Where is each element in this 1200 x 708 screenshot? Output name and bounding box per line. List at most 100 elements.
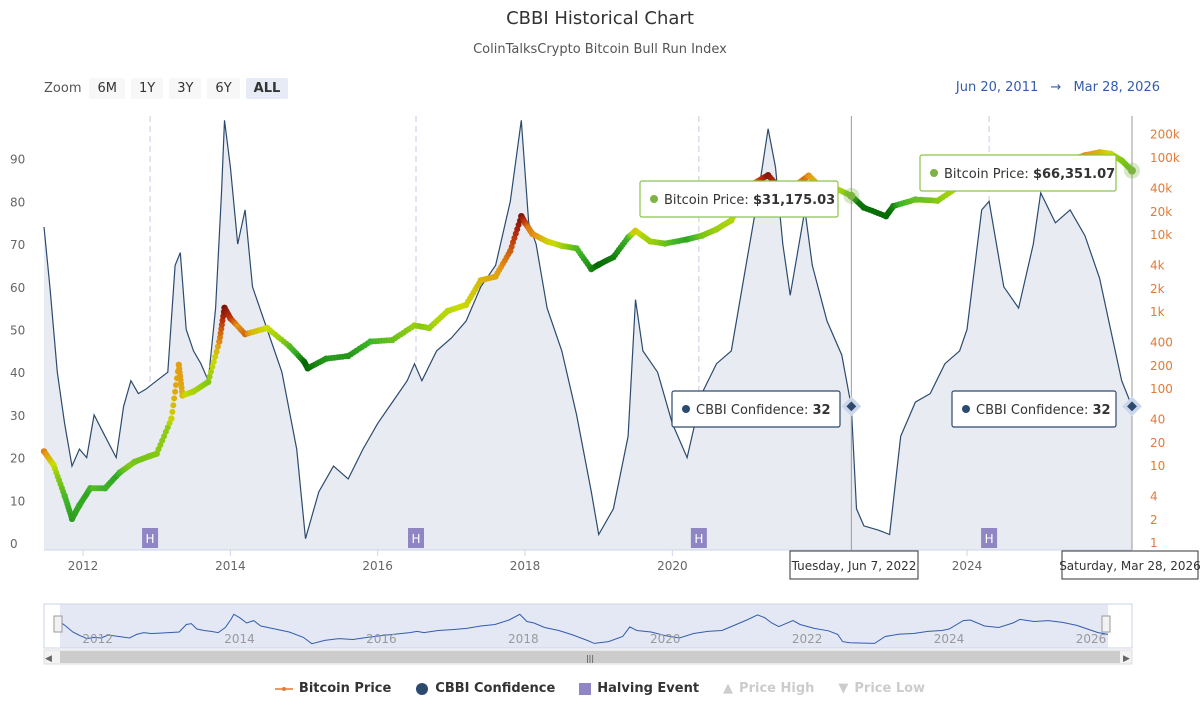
halving-marker-box — [142, 528, 159, 548]
y-axis-left: 0 10 20 30 40 50 60 70 80 90 — [10, 153, 25, 551]
chart-title: CBBI Historical Chart — [506, 8, 694, 29]
price-point — [173, 382, 179, 388]
tooltip-value: 32 — [813, 403, 831, 418]
y-left-tick-label: 20 — [10, 452, 25, 466]
x-tick-label: 2016 — [362, 559, 393, 573]
tooltip-label: CBBI Confidence: — [976, 403, 1093, 418]
tooltip-text: Bitcoin Price: $66,351.07 — [944, 167, 1115, 182]
navigator-window[interactable] — [60, 604, 1108, 648]
y-right-tick-label: 4k — [1150, 259, 1165, 273]
y-left-tick-label: 10 — [10, 494, 25, 508]
zoom-label: Zoom — [44, 81, 82, 96]
zoom-selector: Zoom 6M 1Y 3Y 6Y ALL — [44, 78, 294, 99]
y-left-tick-label: 60 — [10, 281, 25, 295]
triangle-up-icon: ▲ — [723, 681, 734, 696]
hover-marker — [846, 401, 857, 412]
tooltip: CBBI Confidence: 32 — [951, 390, 1117, 428]
navigator-right-handle[interactable] — [1101, 615, 1111, 633]
main-chart[interactable]: 0 10 20 30 40 50 60 70 80 90 1 2 4 10 20 40 100 200 400 1k… — [0, 0, 1200, 675]
navigator-label: 2018 — [508, 632, 539, 646]
range-from[interactable]: Jun 20, 2011 — [955, 80, 1039, 95]
legend-price-high[interactable]: ▲ Price High — [723, 681, 814, 696]
crosshair-date-box — [1061, 550, 1199, 580]
zoom-1y-button[interactable]: 1Y — [130, 78, 164, 99]
tooltip-dot — [682, 405, 690, 413]
x-tick-label: 2020 — [657, 559, 688, 573]
chart-subtitle: ColinTalksCrypto Bitcoin Bull Run Index — [473, 42, 727, 57]
hover-marker — [1128, 166, 1136, 175]
tooltip: Bitcoin Price: $31,175.03 — [639, 180, 839, 218]
legend: Bitcoin Price CBBI Confidence Halving Ev… — [0, 681, 1200, 696]
halving-marker[interactable]: H — [142, 528, 159, 548]
navigator-label: 2026 — [1076, 632, 1107, 646]
price-point — [171, 395, 178, 402]
tooltip-box — [919, 154, 1117, 192]
navigator-labels: 2012 2014 2016 2018 2020 2022 2024 2026 — [82, 632, 1106, 646]
y-right-tick-label: 20k — [1150, 205, 1172, 219]
tooltip-text: Bitcoin Price: $31,175.03 — [664, 193, 835, 208]
y-right-tick-label: 20 — [1150, 436, 1165, 450]
halving-marker[interactable]: H — [690, 528, 707, 548]
halving-marker[interactable]: H — [981, 528, 998, 548]
navigator[interactable]: 2012 2014 2016 2018 2020 2022 2024 2026 ◀ ▶ ||| — [43, 603, 1133, 665]
price-point — [168, 415, 175, 422]
legend-halving-event[interactable]: Halving Event — [579, 681, 699, 696]
tooltip-value: $66,351.07 — [1033, 167, 1115, 182]
legend-label: Price Low — [854, 681, 926, 696]
price-point — [172, 388, 179, 395]
x-tick-label: 2018 — [510, 559, 541, 573]
halving-marker-box — [407, 528, 424, 548]
tooltip-label: Bitcoin Price: — [944, 167, 1033, 182]
scroll-left-icon[interactable]: ◀ — [45, 654, 52, 664]
zoom-3y-button[interactable]: 3Y — [169, 78, 202, 99]
tooltip-box — [951, 390, 1117, 428]
price-point — [205, 378, 212, 386]
legend-label: Price High — [739, 681, 815, 696]
x-tick-label: 2024 — [952, 559, 983, 573]
y-right-tick-label: 100 — [1150, 382, 1173, 396]
tooltip-value: 32 — [1093, 403, 1111, 418]
tooltip: CBBI Confidence: 32 — [671, 390, 841, 428]
x-tick-label: 2012 — [68, 559, 99, 573]
halving-marker[interactable]: H — [407, 528, 424, 548]
legend-bitcoin-price[interactable]: Bitcoin Price — [274, 681, 391, 696]
zoom-6y-button[interactable]: 6Y — [207, 78, 240, 99]
navigator-label: 2012 — [82, 632, 113, 646]
price-point — [213, 348, 220, 355]
tooltip-text: CBBI Confidence: 32 — [696, 403, 831, 418]
y-right-tick-label: 400 — [1150, 336, 1173, 350]
y-axis-right: 1 2 4 10 20 40 100 200 400 1k 2k 4k 10k 20k 40k 100k 200… — [1150, 128, 1180, 550]
range-arrow: → — [1050, 80, 1062, 95]
y-right-tick-label: 100k — [1150, 151, 1180, 165]
range-to[interactable]: Mar 28, 2026 — [1073, 80, 1160, 95]
zoom-all-button[interactable]: ALL — [245, 78, 289, 99]
navigator-left-handle[interactable] — [53, 615, 63, 633]
legend-cbbi-confidence[interactable]: CBBI Confidence — [415, 681, 555, 696]
crosshair-date-label: Saturday, Mar 28, 2026 — [1059, 550, 1200, 580]
navigator-label: 2014 — [224, 632, 255, 646]
halving-marker-label: H — [146, 532, 155, 546]
halving-marker-label: H — [985, 532, 994, 546]
hover-marker — [847, 191, 856, 200]
y-right-tick-label: 40k — [1150, 182, 1172, 196]
y-left-tick-label: 70 — [10, 238, 25, 252]
price-point — [169, 408, 176, 415]
tooltip-box — [671, 390, 841, 428]
navigator-label: 2020 — [650, 632, 681, 646]
legend-label: CBBI Confidence — [435, 681, 556, 696]
price-point — [210, 358, 217, 365]
price-point — [214, 343, 221, 350]
y-left-tick-label: 80 — [10, 195, 25, 209]
scrollbar-grip-icon: ||| — [586, 654, 594, 663]
circle-icon — [415, 682, 429, 696]
tooltip-dot — [962, 405, 970, 413]
legend-price-low[interactable]: ▼ Price Low — [838, 681, 925, 696]
crosshair-date-label: Tuesday, Jun 7, 2022 — [789, 550, 919, 580]
navigator-line — [59, 613, 1109, 645]
scrollbar-thumb[interactable] — [60, 651, 1120, 663]
tooltip-text: CBBI Confidence: 32 — [976, 403, 1111, 418]
hover-marker — [1127, 401, 1137, 412]
halving-marker-box — [690, 528, 707, 548]
scroll-right-icon[interactable]: ▶ — [1123, 654, 1130, 664]
zoom-6m-button[interactable]: 6M — [89, 78, 125, 99]
